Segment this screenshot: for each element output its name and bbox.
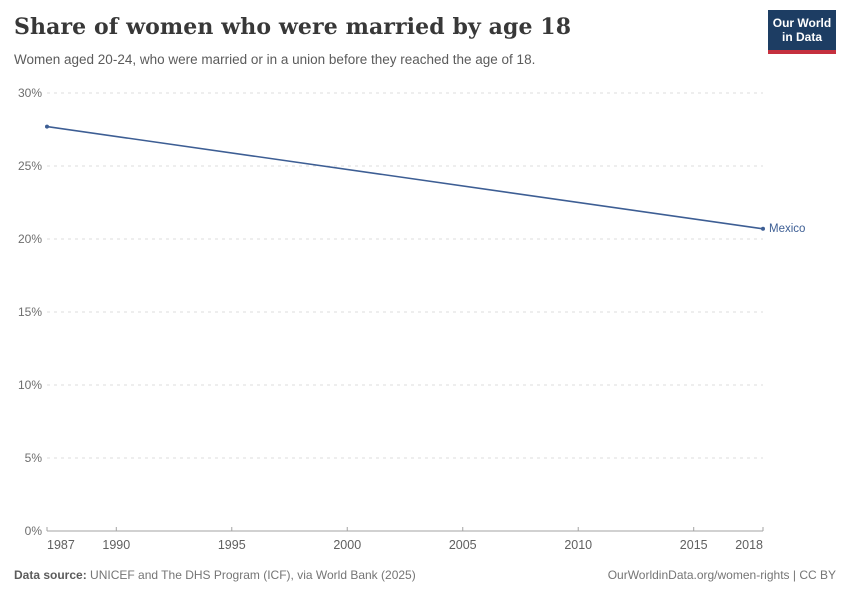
x-axis-tick-label: 2000 xyxy=(333,538,362,552)
y-axis-tick-label: 25% xyxy=(17,159,42,173)
entity-label-mexico[interactable]: Mexico xyxy=(769,222,806,235)
y-axis-tick-label: 10% xyxy=(17,378,42,392)
x-axis-tick-label: 1990 xyxy=(102,538,131,552)
x-axis-tick-label: 1995 xyxy=(217,538,246,552)
y-axis-tick-label: 5% xyxy=(24,451,42,465)
y-axis-tick-label: 20% xyxy=(17,232,42,246)
data-source-text: UNICEF and The DHS Program (ICF), via Wo… xyxy=(90,568,416,582)
y-axis-tick-label: 15% xyxy=(17,305,42,319)
chart-title: Share of women who were married by age 1… xyxy=(14,14,572,40)
y-axis-tick-label: 30% xyxy=(17,86,42,100)
x-axis-tick-label: 2010 xyxy=(564,538,593,552)
data-point-end xyxy=(761,226,765,231)
data-point-start xyxy=(45,124,49,129)
chart-footer: Data source: UNICEF and The DHS Program … xyxy=(14,568,836,582)
x-axis-tick-label: 2005 xyxy=(448,538,477,552)
owid-logo-line1: Our World xyxy=(772,16,832,30)
x-axis-tick-label: 2015 xyxy=(679,538,708,552)
owid-url-license-link[interactable]: OurWorldinData.org/women-rights | CC BY xyxy=(607,568,836,582)
x-axis-tick-label: 2018 xyxy=(735,538,763,552)
series-line-mexico[interactable] xyxy=(46,125,764,230)
data-source-note: Data source: UNICEF and The DHS Program … xyxy=(14,568,416,582)
x-axis-tick-label: 1987 xyxy=(47,538,75,552)
data-source-label: Data source: xyxy=(14,568,87,582)
owid-logo-line2: in Data xyxy=(781,30,822,45)
owid-logo[interactable]: Our World in Data xyxy=(768,10,836,54)
chart-subtitle: Women aged 20-24, who were married or in… xyxy=(14,52,536,67)
y-axis-tick-label: 0% xyxy=(24,524,42,538)
